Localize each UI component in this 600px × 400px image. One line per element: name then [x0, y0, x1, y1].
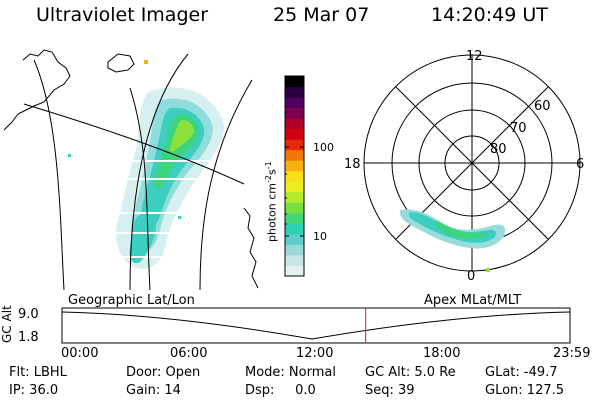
- colorbar-step: [285, 212, 304, 224]
- coastline-east: [243, 207, 259, 289]
- colorbar: [284, 75, 305, 277]
- colorbar-tick-marks: [285, 93, 304, 237]
- colorbar-step: [285, 118, 304, 130]
- geo-panel-label: Geographic Lat/Lon: [68, 293, 195, 308]
- colorbar-tick-100: 100: [313, 141, 334, 154]
- x-tick-2359: 23:59: [553, 346, 591, 361]
- status-dsp: Dsp: 0.0: [245, 383, 316, 398]
- colorbar-step: [285, 265, 304, 277]
- status-glon: GLon: 127.5: [485, 383, 565, 398]
- colorbar-step: [285, 233, 304, 245]
- status-door: Door: Open: [126, 365, 201, 380]
- x-tick-0600: 06:00: [170, 346, 208, 361]
- status-mode: Mode: Normal: [245, 365, 336, 380]
- latitude-line: [23, 103, 245, 185]
- colorbar-step: [285, 244, 304, 256]
- x-tick-1800: 18:00: [423, 346, 461, 361]
- altitude-plot: [61, 307, 571, 344]
- instrument-title: Ultraviolet Imager: [36, 4, 209, 26]
- colorbar-exp2: -1: [264, 161, 273, 170]
- status-gain: Gain: 14: [126, 383, 181, 398]
- status-ip: IP: 36.0: [9, 383, 59, 398]
- mlt-12-label: 12: [466, 49, 483, 64]
- colorbar-step: [285, 191, 304, 203]
- colorbar-exp1: -2: [264, 175, 273, 184]
- altitude-curve: [61, 311, 571, 340]
- status-gc-alt: GC Alt: 5.0 Re: [365, 365, 456, 380]
- alt-axis-title: GC Alt: [0, 305, 16, 344]
- geographic-map-panel: [3, 49, 259, 290]
- latitude-arc: [199, 79, 253, 290]
- status-filter: Flt: LBHL: [9, 365, 67, 380]
- altitude-plot-frame: [61, 307, 571, 344]
- mlat-60-label: 60: [534, 99, 551, 114]
- alt-axis-label: GC Alt: [0, 305, 14, 343]
- colorbar-step: [285, 160, 304, 172]
- colorbar-title: photon cm-2s-1: [264, 136, 284, 246]
- colorbar-frame: [284, 75, 305, 277]
- colorbar-step: [285, 202, 304, 214]
- polar-panel-label: Apex MLat/MLT: [424, 293, 522, 308]
- time-label: 14:20:49 UT: [431, 4, 548, 26]
- x-tick-1200: 12:00: [296, 346, 334, 361]
- colorbar-step: [285, 97, 304, 109]
- latitude-arc: [129, 53, 189, 290]
- colorbar-unit: s: [265, 169, 279, 176]
- mlat-80-label: 80: [490, 142, 507, 157]
- date-label: 25 Mar 07: [273, 4, 370, 26]
- colorbar-gradient: [285, 76, 304, 277]
- colorbar-step: [285, 139, 304, 151]
- longitude-line: [33, 59, 65, 290]
- colorbar-step: [285, 107, 304, 119]
- colorbar-step: [285, 181, 304, 193]
- coastline: [3, 49, 71, 131]
- colorbar-step: [285, 86, 304, 98]
- status-seq: Seq: 39: [365, 383, 415, 398]
- colorbar-step: [285, 128, 304, 140]
- colorbar-step: [285, 223, 304, 235]
- mlt-0-label: 0: [467, 269, 475, 284]
- mlat-70-label: 70: [510, 121, 527, 136]
- colorbar-step: [285, 149, 304, 161]
- status-glat: GLat: -49.7: [485, 365, 558, 380]
- colorbar-step: [285, 170, 304, 182]
- noise-pixel: [68, 154, 71, 157]
- coastline-island: [107, 53, 135, 73]
- colorbar-step: [285, 76, 304, 88]
- longitude-line: [129, 87, 151, 290]
- noise-pixel: [178, 216, 181, 219]
- alt-top-value: 9.0: [18, 307, 39, 322]
- colorbar-step: [285, 254, 304, 266]
- colorbar-tick-10: 10: [313, 230, 327, 243]
- mlt-6-label: 6: [576, 157, 584, 172]
- x-tick-0000: 00:00: [61, 346, 99, 361]
- noise-pixel: [144, 60, 148, 64]
- mlt-18-label: 18: [344, 157, 361, 172]
- scan-gaps: [110, 160, 228, 258]
- colorbar-label: photon cm: [265, 183, 279, 242]
- alt-bottom-value: 1.8: [18, 330, 39, 345]
- polar-mlat-mlt-panel: 12 18 6 0 60 70 80: [344, 49, 584, 284]
- polar-aurora: [399, 209, 506, 272]
